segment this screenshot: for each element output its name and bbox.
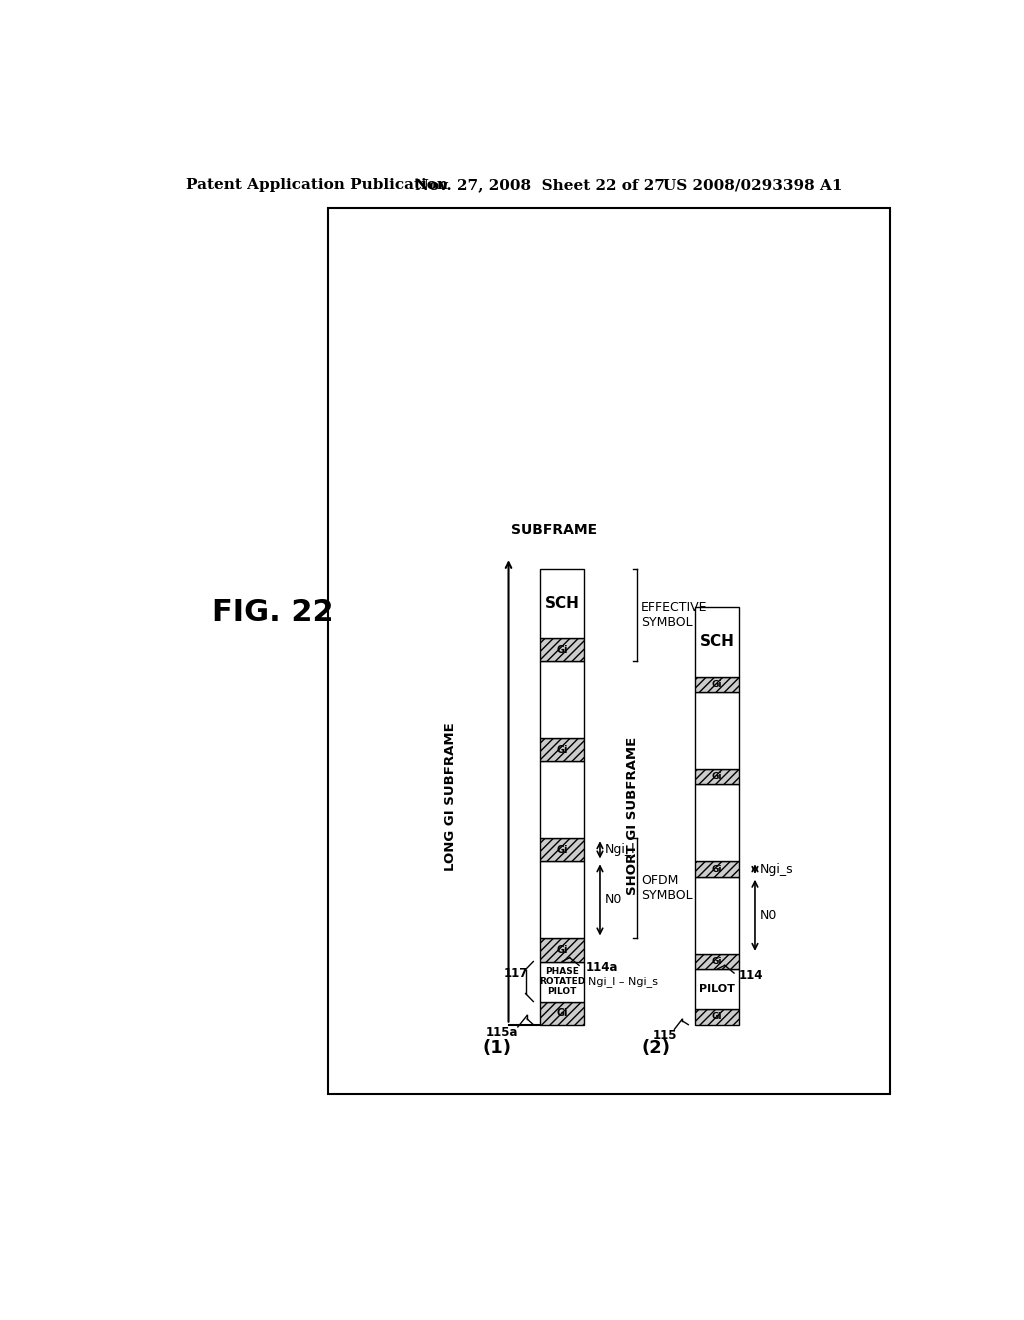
Bar <box>328 209 890 1094</box>
Bar <box>540 762 585 838</box>
Bar <box>540 661 585 738</box>
Bar <box>694 862 739 876</box>
Text: Ngi_l: Ngi_l <box>604 843 635 857</box>
Bar <box>694 969 739 1010</box>
Text: 115a: 115a <box>486 1026 518 1039</box>
Text: Gi: Gi <box>556 744 567 755</box>
Bar <box>540 838 585 862</box>
Bar <box>540 939 585 961</box>
Text: Gi: Gi <box>556 1008 567 1018</box>
Bar <box>694 784 739 862</box>
Bar <box>694 692 739 770</box>
Text: 114: 114 <box>738 969 763 982</box>
Text: SCH: SCH <box>545 595 580 611</box>
Text: LONG GI SUBFRAME: LONG GI SUBFRAME <box>443 722 457 871</box>
Bar <box>694 607 739 677</box>
Bar <box>540 961 585 1002</box>
Text: 115: 115 <box>653 1028 677 1041</box>
Bar <box>540 638 585 661</box>
Text: Patent Application Publication: Patent Application Publication <box>186 178 449 193</box>
Bar <box>694 954 739 969</box>
Text: Nov. 27, 2008  Sheet 22 of 27: Nov. 27, 2008 Sheet 22 of 27 <box>415 178 665 193</box>
Bar <box>540 569 585 638</box>
Text: FIG. 22: FIG. 22 <box>212 598 334 627</box>
Text: N0: N0 <box>760 908 777 921</box>
Text: SCH: SCH <box>699 635 734 649</box>
Text: SUBFRAME: SUBFRAME <box>511 523 597 537</box>
Bar <box>540 862 585 939</box>
Text: OFDM
SYMBOL: OFDM SYMBOL <box>641 874 692 903</box>
Text: Gi: Gi <box>556 945 567 954</box>
Text: 117: 117 <box>504 968 528 981</box>
Text: Gi: Gi <box>712 680 722 689</box>
Bar <box>694 1010 739 1024</box>
Text: 114a: 114a <box>586 961 617 974</box>
Text: US 2008/0293398 A1: US 2008/0293398 A1 <box>663 178 843 193</box>
Text: PHASE
ROTATED
PILOT: PHASE ROTATED PILOT <box>539 966 585 997</box>
Text: Ngi_s: Ngi_s <box>760 862 794 875</box>
Text: PILOT: PILOT <box>699 985 735 994</box>
Bar <box>694 770 739 784</box>
Text: N0: N0 <box>604 894 622 907</box>
Bar <box>540 738 585 762</box>
Text: Gi: Gi <box>712 957 722 966</box>
Bar <box>540 1002 585 1024</box>
Text: Gi: Gi <box>712 772 722 781</box>
Text: EFFECTIVE
SYMBOL: EFFECTIVE SYMBOL <box>641 601 708 630</box>
Text: (1): (1) <box>482 1039 511 1057</box>
Text: Gi: Gi <box>556 845 567 855</box>
Bar <box>694 876 739 954</box>
Text: Gi: Gi <box>712 1012 722 1022</box>
Text: (2): (2) <box>641 1039 671 1057</box>
Bar <box>694 677 739 692</box>
Text: Gi: Gi <box>712 865 722 874</box>
Text: Gi: Gi <box>556 644 567 655</box>
Text: SHORT GI SUBFRAME: SHORT GI SUBFRAME <box>626 737 639 895</box>
Text: Ngi_l – Ngi_s: Ngi_l – Ngi_s <box>589 975 658 987</box>
